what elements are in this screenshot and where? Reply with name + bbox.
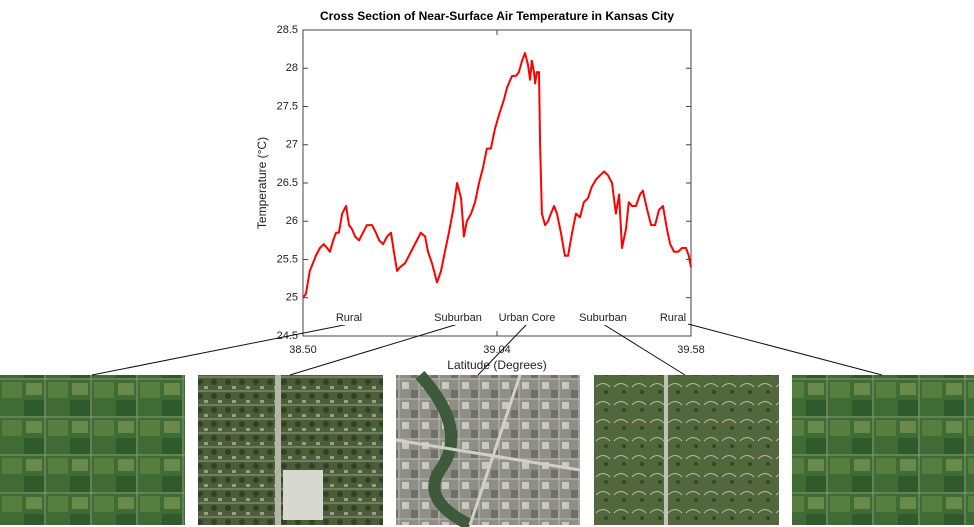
region-label: Suburban xyxy=(434,312,482,324)
rural-image xyxy=(792,375,974,525)
label-bg xyxy=(432,311,484,325)
connector xyxy=(602,323,686,376)
y-axis-label: Temperature (°C) xyxy=(255,137,269,229)
y-tick-label: 28.5 xyxy=(277,24,298,36)
connector xyxy=(289,323,459,376)
satellite-images xyxy=(0,370,974,527)
y-tick-label: 26 xyxy=(286,215,298,227)
x-axis-label: Latitude (Degrees) xyxy=(447,358,546,372)
y-tick-label: 25 xyxy=(286,292,298,304)
road xyxy=(664,375,668,525)
connector xyxy=(91,323,350,376)
suburban-image xyxy=(594,375,779,525)
rural-image xyxy=(0,375,185,525)
chart-title: Cross Section of Near-Surface Air Temper… xyxy=(320,9,674,23)
connector xyxy=(687,323,883,376)
x-tick-label: 38.50 xyxy=(289,344,317,356)
x-tick-label: 39.04 xyxy=(483,344,511,356)
label-bg xyxy=(657,311,689,325)
x-tick-label: 39.58 xyxy=(677,344,705,356)
urban-image xyxy=(396,375,580,525)
highway xyxy=(395,374,581,526)
region-label: Rural xyxy=(336,312,362,324)
road xyxy=(275,375,281,525)
label-bg xyxy=(577,311,629,325)
y-tick-label: 27.5 xyxy=(277,100,298,112)
label-bg xyxy=(333,311,365,325)
region-label: Suburban xyxy=(579,312,627,324)
y-tick-label: 28 xyxy=(286,62,298,74)
region-label: Rural xyxy=(660,312,686,324)
region-label: Urban Core xyxy=(499,312,556,324)
river xyxy=(415,370,473,527)
y-tick-label: 27 xyxy=(286,139,298,151)
y-tick-label: 26.5 xyxy=(277,177,298,189)
y-tick-label: 25.5 xyxy=(277,253,298,265)
connector xyxy=(477,323,528,376)
label-bg xyxy=(496,311,558,325)
temperature-line xyxy=(302,52,692,299)
plot-frame xyxy=(302,29,692,337)
building xyxy=(283,470,323,520)
